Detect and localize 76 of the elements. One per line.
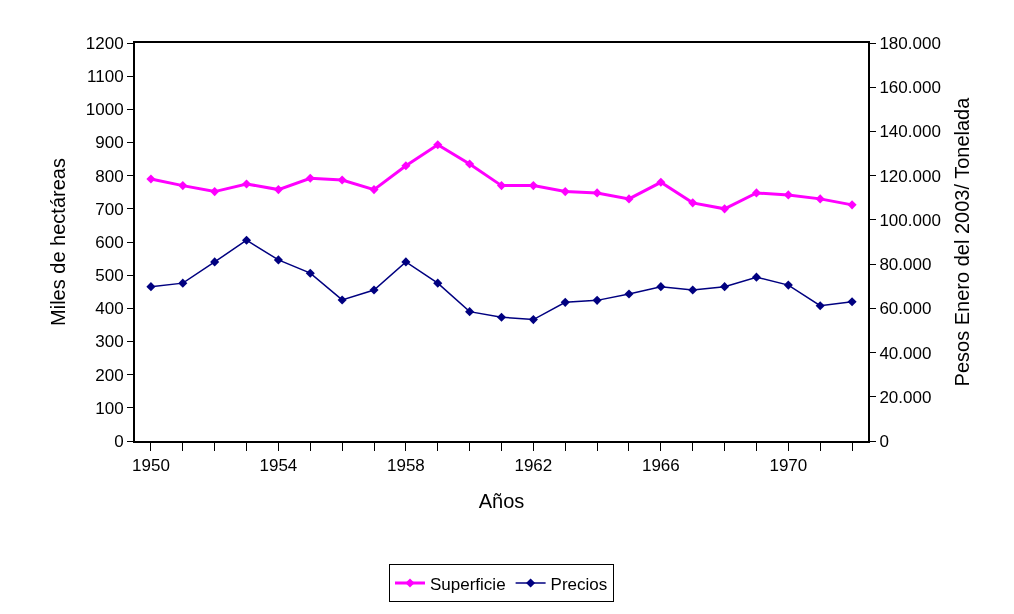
point: [656, 177, 666, 187]
point: [465, 159, 475, 169]
point: [178, 278, 188, 288]
point: [465, 307, 475, 317]
x-tick-label: 1950: [132, 456, 170, 476]
point: [146, 174, 156, 184]
x-tick-label: 1954: [259, 456, 298, 476]
y-tick-label: 1100: [87, 67, 124, 87]
point: [305, 268, 315, 278]
y2-tick-label: 60.000: [879, 299, 932, 319]
y2-tick-label: 140.000: [879, 122, 941, 142]
point: [528, 315, 538, 325]
y2-tick-label: 40.000: [879, 343, 932, 363]
point: [178, 181, 188, 191]
y-tick-label: 1000: [85, 100, 124, 120]
y-tick-label: 900: [95, 133, 124, 153]
y2-axis-title: Pesos Enero del 2003/ Tonelada: [950, 96, 973, 387]
y-tick-label: 100: [95, 398, 124, 418]
point: [783, 280, 793, 290]
y2-tick-label: 0: [879, 431, 889, 451]
point: [433, 140, 443, 150]
legend-label: Precios: [550, 574, 608, 594]
y-tick-label: 600: [95, 232, 124, 252]
y2-tick-label: 20.000: [879, 387, 932, 407]
y-tick-label: 1200: [85, 33, 124, 53]
y-axis-title: Miles de hectáreas: [46, 158, 69, 326]
x-tick-label: 1962: [514, 456, 553, 476]
y2-tick-label: 120.000: [879, 166, 941, 186]
point: [337, 295, 347, 305]
point: [369, 285, 379, 295]
point: [751, 272, 762, 282]
y2-tick-label: 80.000: [879, 255, 932, 275]
point: [688, 198, 698, 208]
point: [847, 200, 857, 210]
x-tick-label: 1966: [641, 456, 680, 476]
y-tick-label: 700: [95, 199, 124, 219]
x-tick-label: 1970: [769, 456, 808, 476]
y-tick-label: 200: [95, 365, 124, 385]
point: [560, 187, 570, 197]
point: [656, 282, 666, 292]
point: [720, 282, 730, 292]
x-axis-title: Años: [478, 490, 525, 513]
y2-tick-label: 100.000: [879, 210, 941, 230]
y2-tick-label: 180.000: [879, 33, 941, 53]
point: [815, 194, 825, 204]
legend-label: Superficie: [430, 574, 506, 594]
point: [624, 194, 634, 204]
point: [401, 161, 411, 171]
y-tick-label: 300: [95, 332, 124, 352]
point: [496, 312, 507, 322]
point: [560, 297, 570, 307]
point: [847, 297, 857, 307]
point: [401, 257, 411, 267]
point: [337, 175, 347, 185]
y-tick-label: 500: [95, 266, 124, 286]
y2-tick-label: 160.000: [879, 78, 941, 98]
y-tick-label: 800: [95, 166, 124, 186]
point: [210, 257, 220, 267]
point: [210, 187, 220, 197]
point: [433, 278, 443, 288]
point: [624, 289, 634, 299]
point: [369, 185, 379, 195]
point: [241, 235, 252, 245]
point: [273, 255, 283, 265]
point: [273, 185, 283, 195]
point: [815, 301, 825, 311]
y-tick-label: 0: [114, 431, 124, 451]
point: [241, 179, 252, 189]
point: [720, 204, 730, 214]
point: [305, 173, 315, 183]
point: [592, 295, 602, 305]
y-tick-label: 400: [95, 299, 124, 319]
x-tick-label: 1958: [386, 456, 425, 476]
point: [146, 282, 156, 292]
point: [688, 285, 698, 295]
point: [592, 188, 602, 198]
